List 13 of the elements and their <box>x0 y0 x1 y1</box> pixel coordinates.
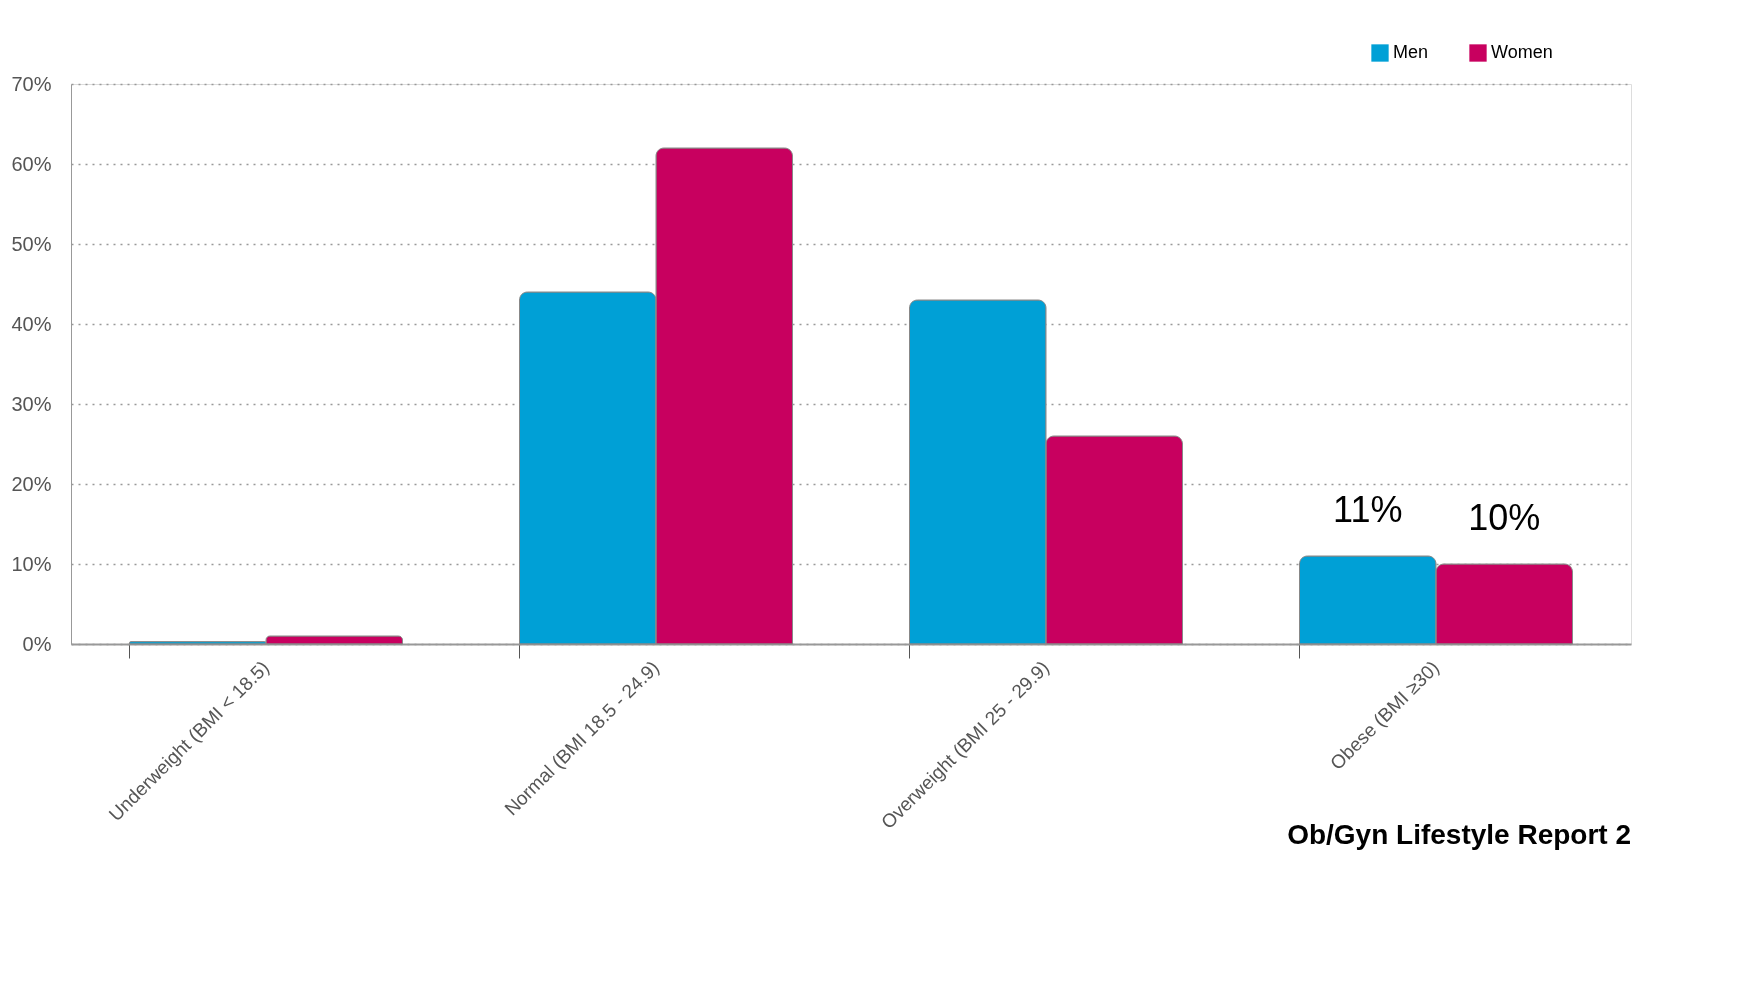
y-tick-label: 30% <box>11 392 52 415</box>
data-label: 11% <box>1333 489 1403 530</box>
data-label: 10% <box>1468 497 1541 538</box>
y-tick-label: 50% <box>11 232 52 255</box>
text: Ob/Gyn Lifestyle Report 2 <box>1287 819 1631 851</box>
y-tick-label: 0% <box>22 632 52 655</box>
legend-label: Women <box>1491 42 1553 62</box>
y-tick-label: 40% <box>11 312 52 335</box>
y-tick-label: 70% <box>11 72 52 95</box>
legend-label: Men <box>1393 42 1429 62</box>
y-tick-label: 10% <box>11 552 52 575</box>
y-tick-label: 20% <box>11 472 52 495</box>
y-tick-label: 60% <box>11 152 52 175</box>
